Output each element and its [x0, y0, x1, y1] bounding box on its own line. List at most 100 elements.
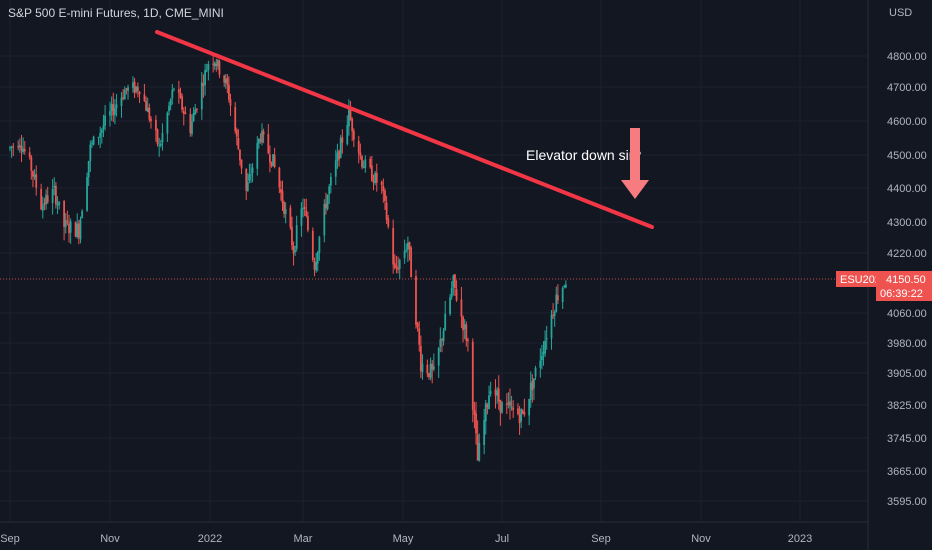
candle [115, 93, 118, 117]
candle [171, 84, 174, 105]
candle [408, 241, 411, 261]
candle [505, 393, 508, 415]
candle [467, 337, 469, 352]
candle [545, 325, 548, 350]
candle [359, 143, 362, 160]
candle [204, 63, 206, 96]
candle [509, 388, 511, 420]
candle [510, 395, 513, 411]
candle [518, 405, 521, 435]
chart-title: S&P 500 E-mini Futures, 1D, CME_MINI [8, 6, 224, 20]
candle [191, 114, 193, 137]
candle [550, 310, 553, 350]
candle [177, 80, 180, 104]
candle [281, 180, 284, 211]
candle [12, 142, 15, 156]
candle [226, 74, 229, 94]
candle [138, 91, 141, 104]
candle [382, 178, 385, 203]
candle [428, 372, 430, 380]
candle [250, 163, 252, 184]
candle [496, 386, 499, 404]
candle [22, 137, 25, 155]
candle [432, 353, 435, 372]
candle [291, 216, 293, 250]
candle [326, 194, 329, 211]
candle [375, 163, 378, 192]
candle [200, 71, 203, 120]
candle [338, 149, 340, 167]
candle [542, 341, 545, 366]
candle [74, 221, 77, 238]
candle [120, 92, 123, 118]
candle [561, 286, 564, 309]
current-price-label: 4150.50 [886, 274, 926, 286]
candle [497, 375, 500, 410]
candle [346, 115, 349, 146]
candle [273, 147, 276, 169]
candle [23, 141, 26, 155]
y-tick-label: 4300.00 [887, 217, 927, 229]
y-tick-label: 3665.00 [887, 466, 927, 478]
candle [41, 196, 44, 219]
candle [110, 96, 113, 121]
candle [305, 198, 308, 218]
candle [384, 188, 386, 210]
candle [520, 408, 523, 429]
candle [507, 392, 510, 409]
candle [429, 357, 432, 381]
price-axis[interactable]: 4800.00 4700.00 4600.00 4500.00 4400.00 4300.… [887, 51, 927, 508]
candle [552, 303, 554, 319]
candle [295, 215, 298, 252]
y-tick-label: 3825.00 [887, 400, 927, 412]
candle [173, 87, 175, 92]
candle [362, 160, 365, 169]
candle [195, 107, 198, 113]
down-arrow-icon [621, 128, 649, 199]
candle [431, 359, 434, 384]
candle [449, 294, 451, 316]
candle [239, 149, 241, 166]
candle [168, 101, 170, 116]
candle [229, 93, 232, 116]
candle [533, 378, 535, 401]
candle [294, 245, 297, 256]
candle [20, 134, 23, 163]
candle [315, 252, 318, 273]
candle [341, 129, 344, 154]
candle [442, 327, 445, 346]
candle [421, 354, 424, 380]
candle [307, 211, 309, 233]
candle [81, 209, 84, 219]
candle [223, 74, 226, 87]
candle [109, 101, 111, 127]
x-tick-label: Sep [0, 533, 20, 545]
candle [40, 183, 43, 211]
candle [397, 256, 399, 274]
candle [475, 401, 477, 445]
candle [213, 61, 216, 70]
y-tick-label: 3905.00 [887, 368, 927, 380]
time-axis[interactable]: Sep Nov 2022 Mar May Jul Sep Nov 2023 [0, 533, 812, 545]
candle [192, 107, 195, 123]
candle [369, 156, 372, 169]
candle [452, 274, 455, 296]
candle [476, 420, 479, 461]
candle [416, 321, 419, 332]
y-tick-label: 4500.00 [887, 150, 927, 162]
candle [302, 198, 304, 218]
candle [66, 210, 69, 226]
candle [135, 85, 138, 94]
candle [114, 98, 116, 125]
candle [248, 163, 251, 184]
candle [450, 281, 453, 300]
candle [387, 215, 390, 229]
candle [169, 98, 172, 111]
candle [454, 273, 456, 296]
candle [43, 197, 46, 211]
candle [374, 171, 377, 186]
candle [280, 180, 282, 201]
candle [100, 128, 103, 144]
candle [77, 220, 80, 245]
y-tick-label: 3745.00 [887, 433, 927, 445]
